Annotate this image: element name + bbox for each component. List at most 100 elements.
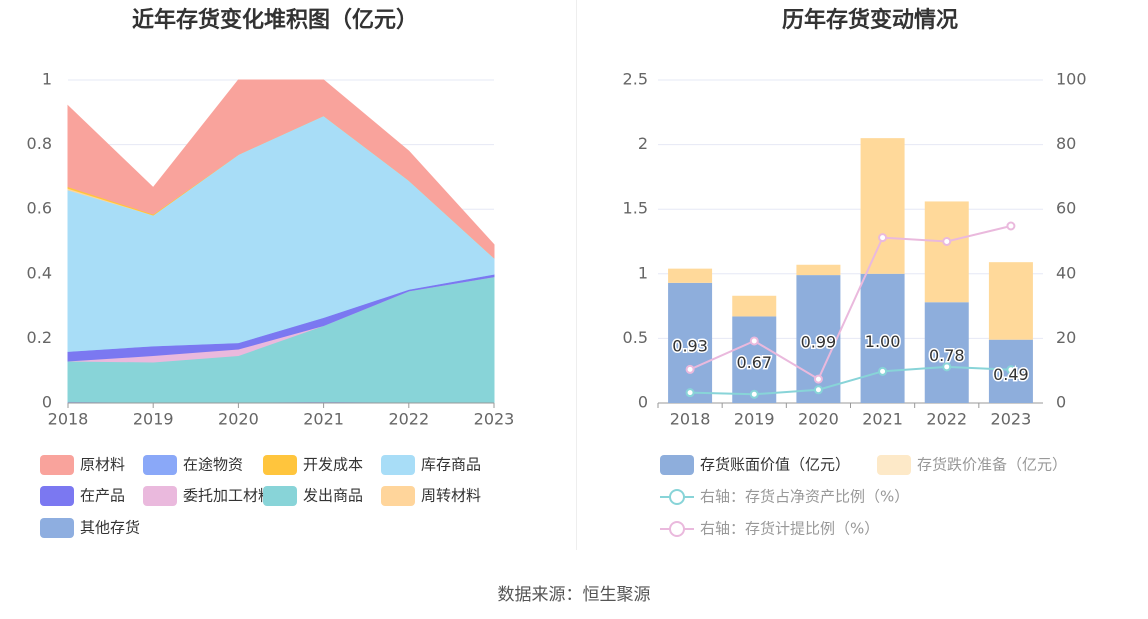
left-legend-swatch	[381, 486, 415, 506]
right-legend-label: 存货账面价值（亿元）	[700, 456, 850, 474]
left-x-tick-label: 2020	[218, 410, 259, 429]
right-x-tick-label: 2023	[991, 410, 1032, 429]
panel-divider	[576, 0, 577, 550]
left-x-tick-label: 2023	[474, 410, 515, 429]
right-x-tick-label: 2018	[670, 410, 711, 429]
right-legend-marker	[669, 521, 685, 537]
data-source-note: 数据来源：恒生聚源	[497, 585, 651, 605]
left-legend-swatch	[40, 455, 74, 475]
impairment-bar	[924, 201, 969, 303]
left-legend-swatch	[143, 455, 177, 475]
net-asset-ratio-point	[1006, 365, 1016, 375]
right-legend-swatch	[660, 455, 694, 475]
left-legend-swatch	[40, 486, 74, 506]
left-legend-item: 发出商品	[263, 486, 363, 506]
left-legend-label: 开发成本	[303, 456, 363, 474]
left-legend-item: 在途物资	[143, 455, 243, 475]
left-x-tick-label: 2018	[48, 410, 89, 429]
bar-value-label: 0.99	[801, 333, 837, 352]
right-y2-tick-label: 20	[1056, 328, 1076, 347]
impairment-bar	[796, 264, 841, 276]
book-value-bar	[924, 302, 969, 403]
left-legend-swatch	[263, 455, 297, 475]
left-y-tick-label: 0.6	[27, 199, 52, 218]
right-legend-label: 右轴：存货计提比例（%）	[700, 520, 879, 538]
right-legend-marker	[669, 489, 685, 505]
right-y-tick-label: 2.5	[623, 70, 648, 89]
impairment-bar	[988, 262, 1033, 340]
left-legend-swatch	[381, 455, 415, 475]
left-y-tick-label: 0.4	[27, 263, 52, 282]
bar-value-label: 0.49	[993, 365, 1029, 384]
left-x-tick-label: 2022	[388, 410, 429, 429]
left-areas	[67, 79, 495, 404]
net-asset-ratio-point	[878, 366, 888, 376]
bar-value-label: 0.93	[672, 336, 708, 355]
left-x-tick-label: 2021	[303, 410, 344, 429]
left-legend-label: 在产品	[80, 487, 125, 505]
left-legend-swatch	[263, 486, 297, 506]
left-legend-label: 原材料	[80, 456, 125, 474]
right-y2-tick-label: 100	[1056, 70, 1087, 89]
left-legend-label: 库存商品	[421, 456, 481, 474]
impairment-bar	[860, 138, 905, 274]
impairment-bar	[732, 295, 777, 317]
right-legend-label: 右轴：存货占净资产比例（%）	[700, 488, 909, 506]
net-asset-ratio-point	[813, 385, 823, 395]
provision-ratio-point	[749, 336, 759, 346]
right-y2-tick-label: 80	[1056, 134, 1076, 153]
left-legend-item: 委托加工材料	[143, 486, 273, 506]
left-legend-item: 其他存货	[40, 518, 140, 538]
left-legend-label: 周转材料	[421, 487, 481, 505]
area-9	[67, 79, 495, 259]
right-legend-item: 右轴：存货计提比例（%）	[660, 520, 879, 538]
right-y-tick-label: 1.5	[623, 199, 648, 218]
bar-value-label: 0.78	[929, 346, 965, 365]
provision-ratio-point	[1006, 221, 1016, 231]
right-y-tick-label: 0	[638, 393, 648, 412]
right-x-tick-label: 2020	[798, 410, 839, 429]
bar-value-label: 0.67	[736, 353, 772, 372]
right-legend-item: 存货账面价值（亿元）	[660, 455, 850, 475]
right-y2-tick-label: 0	[1056, 393, 1066, 412]
left-legend-item: 开发成本	[263, 455, 363, 475]
bar-value-label: 1.00	[865, 332, 901, 351]
left-legend-item: 原材料	[40, 455, 125, 475]
right-x-tick-label: 2019	[734, 410, 775, 429]
left-legend-swatch	[40, 518, 74, 538]
left-y-tick-label: 0.2	[27, 328, 52, 347]
left-legend-item: 在产品	[40, 486, 125, 506]
right-x-tick-label: 2021	[862, 410, 903, 429]
provision-ratio-line	[689, 225, 1012, 381]
book-value-bar	[860, 273, 905, 403]
right-y-tick-label: 2	[638, 134, 648, 153]
book-value-bar	[668, 282, 713, 403]
right-legend-item: 存货跌价准备（亿元）	[877, 455, 1067, 475]
right-y-tick-label: 0.5	[623, 328, 648, 347]
left-chart-title: 近年存货变化堆积图（亿元）	[131, 8, 418, 33]
left-y-tick-label: 0.8	[27, 134, 52, 153]
left-legend-item: 库存商品	[381, 455, 481, 475]
right-y-tick-label: 1	[638, 263, 648, 282]
right-legend-label: 存货跌价准备（亿元）	[917, 456, 1067, 474]
right-legend-item: 右轴：存货占净资产比例（%）	[660, 488, 909, 506]
net-asset-ratio-point	[685, 388, 695, 398]
net-asset-ratio-point	[942, 362, 952, 372]
provision-ratio-point	[685, 364, 695, 374]
provision-ratio-point	[942, 237, 952, 246]
right-y2-tick-label: 40	[1056, 263, 1076, 282]
left-legend-label: 委托加工材料	[183, 487, 273, 505]
left-legend-label: 发出商品	[303, 487, 363, 505]
right-x-tick-label: 2022	[926, 410, 967, 429]
book-value-bar	[732, 316, 777, 403]
left-legend-label: 其他存货	[80, 519, 140, 537]
left-y-tick-label: 0	[42, 393, 52, 412]
bar-line-chart: 0 0.5 1 1.5 2 2.5 0 20 40 60 80 100 0.93 0.67 0.99 1.00…	[623, 70, 1087, 538]
impairment-bar	[668, 268, 713, 283]
provision-ratio-point	[878, 233, 888, 243]
net-asset-ratio-point	[749, 389, 759, 399]
left-legend-item: 周转材料	[381, 486, 481, 506]
net-asset-ratio-line	[690, 365, 1011, 396]
provision-ratio-point	[813, 374, 823, 384]
